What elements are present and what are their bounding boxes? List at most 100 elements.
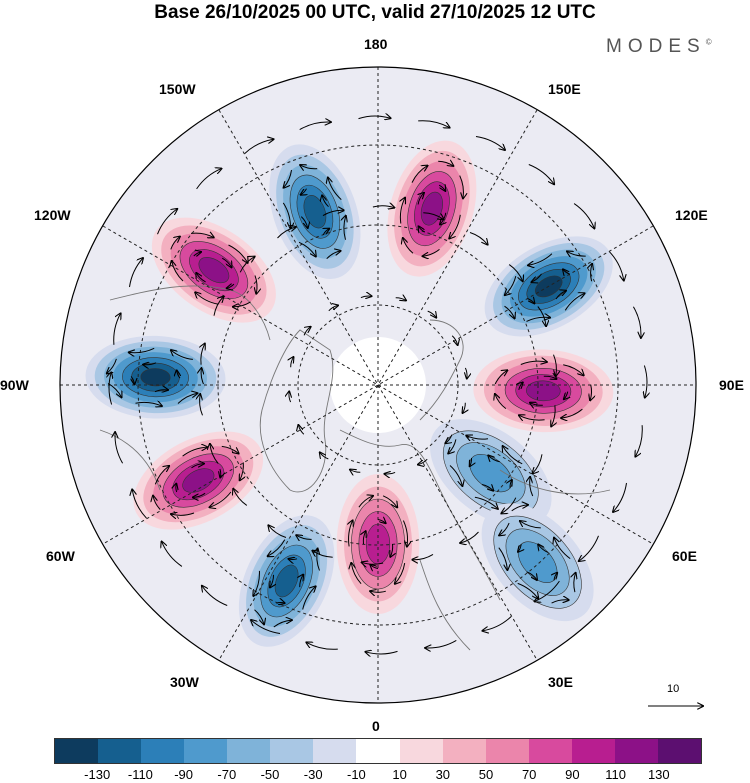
wind-arrow [449, 214, 461, 239]
wind-arrow [563, 269, 571, 274]
wind-arrow [579, 535, 599, 561]
wind-arrow [459, 175, 464, 199]
wind-arrow [191, 464, 204, 469]
wind-arrow [221, 257, 231, 267]
wind-arrow [370, 591, 386, 592]
wind-arrow [535, 580, 560, 601]
wind-arrow [469, 232, 488, 245]
wind-vectors [107, 116, 647, 654]
wind-arrow [412, 553, 434, 559]
wind-arrow [508, 264, 523, 282]
wind-arrow [395, 298, 406, 301]
wind-arrow [533, 454, 543, 473]
wind-arrow [445, 434, 453, 444]
wind-arrow [171, 350, 193, 360]
wind-arrow [530, 403, 543, 406]
wind-arrow [268, 539, 286, 557]
wind-arrow [498, 547, 508, 570]
wind-arrow [554, 538, 571, 560]
lon-label-180: 180 [364, 36, 388, 52]
chart-title: Base 26/10/2025 00 UTC, valid 27/10/2025… [154, 2, 596, 23]
wind-arrow [202, 586, 228, 606]
wind-arrow [240, 462, 244, 480]
wind-arrow [528, 164, 554, 185]
wind-arrow [291, 357, 294, 368]
wind-arrow [172, 261, 184, 282]
wind-arrow [519, 415, 545, 420]
wind-arrow [635, 425, 643, 456]
anomaly-contour [182, 468, 215, 493]
wind-arrow [196, 273, 206, 283]
colorbar-tick-label: 30 [435, 767, 451, 782]
wind-arrow [438, 185, 445, 191]
wind-arrow [323, 229, 329, 235]
wind-arrow [322, 195, 329, 208]
lon-label-60e: 60E [672, 548, 697, 564]
colorbar-swatch [614, 739, 658, 763]
wind-arrow [366, 651, 398, 654]
wind-arrow [270, 574, 274, 588]
wind-arrow [176, 484, 177, 493]
wind-arrow [483, 616, 512, 631]
wind-arrow [519, 383, 523, 391]
wind-arrow [210, 444, 219, 464]
wind-arrow [344, 216, 346, 240]
wind-arrow [590, 384, 591, 401]
wind-arrow [532, 273, 542, 282]
wind-arrow [349, 521, 353, 547]
colorbar-swatch [227, 739, 271, 763]
wind-arrow [418, 120, 449, 128]
wind-arrow [463, 402, 466, 413]
wind-arrow [244, 139, 274, 154]
lon-label-120e: 120E [675, 207, 708, 223]
wind-arrow [563, 364, 584, 376]
anomaly-contour [526, 380, 561, 402]
anomaly-contour [274, 564, 299, 598]
wind-arrow [115, 432, 124, 464]
graticule [60, 67, 696, 703]
wind-arrow [328, 305, 338, 312]
wind-arrow [289, 392, 291, 403]
lon-label-150w: 150W [159, 81, 196, 97]
wind-arrow [358, 116, 391, 119]
wind-arrow [193, 492, 206, 497]
anomaly-contour [198, 257, 230, 284]
wind-arrow [362, 562, 384, 564]
wind-arrow [527, 299, 535, 304]
colorbar-swatch [657, 739, 701, 763]
wind-arrow [273, 620, 292, 628]
wind-arrow [499, 522, 510, 535]
wind-arrow [220, 468, 221, 477]
wind-arrow [277, 227, 296, 239]
wind-arrow [301, 188, 307, 195]
wind-arrow [254, 609, 265, 625]
wind-arrow [390, 543, 392, 557]
wind-arrow [418, 193, 424, 205]
wind-arrow [233, 301, 251, 307]
wind-arrow [609, 251, 624, 281]
wind-arrow [177, 370, 180, 379]
wind-arrow [528, 253, 553, 265]
colorbar-swatch [270, 739, 314, 763]
wind-arrow [171, 513, 195, 515]
wind-arrow [255, 275, 257, 294]
wind-arrow [377, 520, 386, 524]
wind-arrow [632, 306, 641, 338]
anomaly-30w-negative [238, 515, 335, 647]
colorbar-swatch [184, 739, 228, 763]
wind-arrow [438, 161, 453, 166]
wind-arrow [312, 551, 333, 558]
wind-arrow [423, 212, 443, 220]
wind-arrow [564, 391, 568, 400]
lon-label-30w: 30W [170, 674, 199, 690]
wind-arrow [253, 570, 260, 596]
wind-arrow [201, 344, 205, 365]
wind-arrow [302, 586, 316, 610]
colorbar-swatch [356, 739, 400, 763]
colorbar-swatch [98, 739, 142, 763]
wind-arrow [403, 238, 414, 254]
colorbar-swatch [528, 739, 572, 763]
anomaly-55e-negative [430, 419, 552, 528]
wind-arrow [358, 496, 373, 508]
wind-arrow [289, 559, 298, 560]
